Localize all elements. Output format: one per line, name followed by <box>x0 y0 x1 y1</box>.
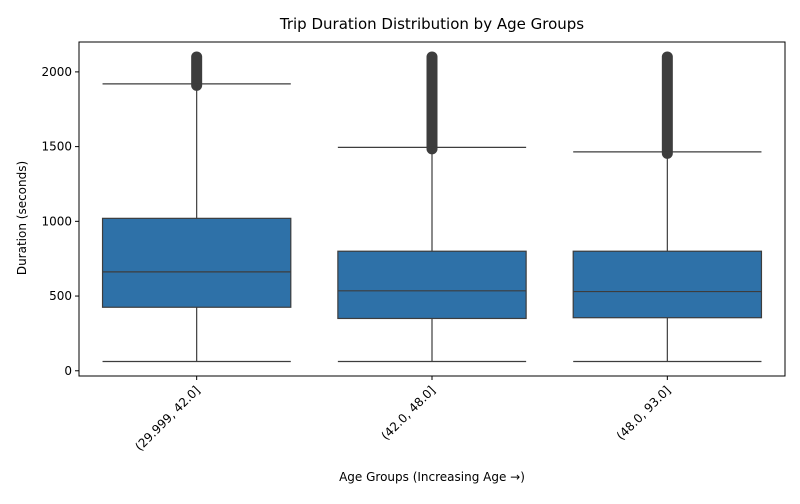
y-tick-label: 500 <box>49 289 72 303</box>
y-axis-label: Duration (seconds) <box>15 161 29 275</box>
y-tick-label: 0 <box>64 364 72 378</box>
y-tick-label: 1500 <box>41 140 72 154</box>
x-axis-label: Age Groups (Increasing Age →) <box>339 470 525 484</box>
x-tick-label: (48.0, 93.0] <box>614 383 674 443</box>
y-tick-label: 2000 <box>41 65 72 79</box>
plot-area: (29.999, 42.0] (42.0, 48.0] (48.0, 93.0] 0 5… <box>41 41 786 454</box>
box-iqr <box>337 250 527 320</box>
box-iqr <box>572 250 763 319</box>
plot-frame <box>78 41 786 377</box>
x-tick-label: (42.0, 48.0] <box>378 383 438 443</box>
y-tick-label: 1000 <box>41 214 72 228</box>
x-tick-label: (29.999, 42.0] <box>132 383 203 454</box>
chart-title: Trip Duration Distribution by Age Groups <box>279 15 584 33</box>
box-iqr <box>101 217 292 308</box>
